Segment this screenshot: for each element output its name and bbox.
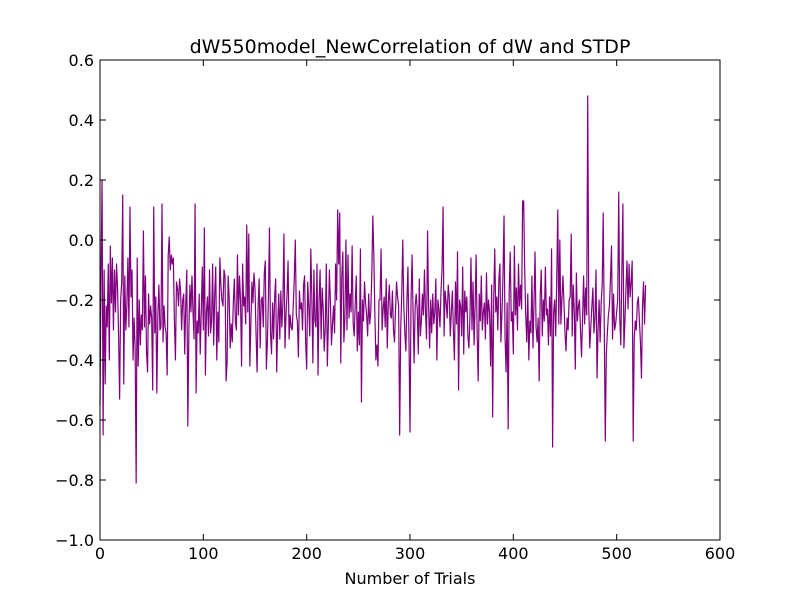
x-tick-label: 100 xyxy=(188,544,219,563)
plot-area xyxy=(99,95,647,484)
x-tick-label: 0 xyxy=(95,544,105,563)
x-tick-label: 400 xyxy=(498,544,529,563)
y-tick-label: −1.0 xyxy=(55,531,94,550)
x-tick-label: 300 xyxy=(395,544,426,563)
series-line-0 xyxy=(99,95,647,484)
y-tick-label: 0.2 xyxy=(69,171,94,190)
x-axis-title: Number of Trials xyxy=(345,569,476,588)
y-tick-label: 0.6 xyxy=(69,51,94,70)
y-tick-label: −0.2 xyxy=(55,291,94,310)
x-tick-label: 200 xyxy=(291,544,322,563)
plot-frame xyxy=(99,59,721,541)
x-tick-label: 600 xyxy=(705,544,736,563)
y-tick-label: −0.8 xyxy=(55,471,94,490)
x-tick-label: 500 xyxy=(601,544,632,563)
y-tick-label: 0.0 xyxy=(69,231,94,250)
y-tick-label: 0.4 xyxy=(69,111,94,130)
y-tick-label: −0.6 xyxy=(55,411,94,430)
chart-title: dW550model_NewCorrelation of dW and STDP xyxy=(190,36,631,58)
y-tick-label: −0.4 xyxy=(55,351,94,370)
axis-ticks: 0 100 200 300 400 500 600 −1.0 −0.8 −0.6 −0.4 −0.2 0… xyxy=(55,51,735,563)
